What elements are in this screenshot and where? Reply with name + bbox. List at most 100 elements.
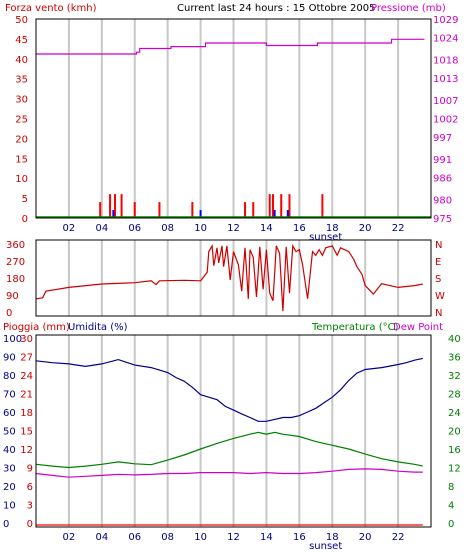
wind-bar <box>109 194 112 218</box>
humidity-tick-label: 3 <box>27 501 33 512</box>
direction-tick-label: 180 <box>6 274 25 285</box>
rain-scale-tick-label: 80 <box>3 371 16 382</box>
wind-tick-label: 30 <box>15 95 28 106</box>
humidity-tick-label: 30 <box>20 334 33 345</box>
x-tick-label: 22 <box>392 223 405 234</box>
pressure-tick-label: 991 <box>433 155 452 166</box>
wind-bar <box>120 194 123 218</box>
dewpoint-line <box>35 468 423 478</box>
rain-scale-tick-label: 100 <box>3 334 22 345</box>
pressure-tick-label: 980 <box>433 196 452 207</box>
temperature-tick-label: 36 <box>448 353 461 364</box>
temperature-tick-label: 12 <box>448 464 461 475</box>
rain-scale-tick-label: 0 <box>3 519 9 530</box>
rain-scale-tick-label: 90 <box>3 353 16 364</box>
x-tick-label: 14 <box>260 532 273 543</box>
direction-line <box>35 243 423 312</box>
rain-scale-tick-label: 50 <box>3 427 16 438</box>
wind-bar <box>114 194 116 218</box>
x-tick-label: 20 <box>359 223 372 234</box>
pressure-tick-label: 1024 <box>433 33 458 44</box>
rain-scale-tick-label: 20 <box>3 482 16 493</box>
humidity-tick-label: 27 <box>20 353 33 364</box>
wind-bar <box>252 202 255 218</box>
temperature-tick-label: 0 <box>448 519 454 530</box>
gust-bar <box>273 210 276 218</box>
wind-tick-label: 0 <box>22 214 28 225</box>
x-tick-label: 22 <box>392 532 405 543</box>
dewpoint-axis-title: Dew Point <box>393 322 443 333</box>
humidity-axis-title: Umidita (%) <box>68 322 128 333</box>
wind-axis-title: Forza vento (kmh) <box>5 3 97 14</box>
temperature-tick-label: 24 <box>448 408 461 419</box>
wind-panel-frame <box>35 18 432 219</box>
wind-bar <box>133 202 136 218</box>
x-tick-label: 18 <box>326 223 339 234</box>
compass-tick-label: N <box>435 308 442 319</box>
rain-scale-tick-label: 30 <box>3 464 16 475</box>
x-tick-label: 18 <box>326 532 339 543</box>
humidity-tick-label: 21 <box>20 390 33 401</box>
wind-bar <box>288 194 291 218</box>
direction-panel-frame <box>35 239 432 317</box>
direction-tick-label: 360 <box>6 240 25 251</box>
pressure-tick-label: 997 <box>433 133 452 144</box>
gust-bar <box>199 210 202 218</box>
pressure-tick-label: 1029 <box>433 15 458 26</box>
x-tick-label: 12 <box>227 532 240 543</box>
humidity-tick-label: 24 <box>20 371 33 382</box>
humidity-tick-label: 18 <box>20 408 33 419</box>
x-tick-label: 16 <box>293 532 306 543</box>
wind-tick-label: 15 <box>15 154 28 165</box>
temperature-tick-label: 40 <box>448 334 461 345</box>
x-tick-label: 02 <box>63 223 76 234</box>
temperature-axis-title: Temperatura (°C) <box>311 322 399 333</box>
compass-tick-label: W <box>435 291 445 302</box>
x-tick-label: 20 <box>359 532 372 543</box>
direction-tick-label: 90 <box>6 291 19 302</box>
pressure-tick-label: 1002 <box>433 115 458 126</box>
humidity-tick-label: 9 <box>27 464 33 475</box>
wind-bar <box>280 194 283 218</box>
x-tick-label: 14 <box>260 223 273 234</box>
rain-scale-tick-label: 40 <box>3 445 16 456</box>
wind-bar <box>321 194 324 218</box>
rain-scale-tick-label: 60 <box>3 408 16 419</box>
x-tick-label: 06 <box>128 223 141 234</box>
humidity-line <box>35 357 423 422</box>
pressure-tick-label: 975 <box>433 214 452 225</box>
pressure-tick-label: 1013 <box>433 74 458 85</box>
temperature-line <box>35 431 423 469</box>
temperature-tick-label: 8 <box>448 482 454 493</box>
temperature-tick-label: 28 <box>448 390 461 401</box>
x-tick-label: 04 <box>95 532 108 543</box>
temperature-tick-label: 32 <box>448 371 461 382</box>
x-tick-label: 04 <box>95 223 108 234</box>
pressure-tick-label: 1018 <box>433 56 458 67</box>
wind-bar <box>244 202 247 218</box>
pressure-axis-title: Pressione (mb) <box>371 3 446 14</box>
rain-scale-tick-label: 70 <box>3 390 16 401</box>
temperature-tick-label: 4 <box>448 501 454 512</box>
direction-tick-label: 0 <box>6 308 12 319</box>
wind-tick-label: 25 <box>15 115 28 126</box>
compass-tick-label: E <box>435 257 441 268</box>
wind-tick-label: 45 <box>15 35 28 46</box>
wind-pressure-panel: 0510152025303540455097598098699199710021… <box>15 15 458 243</box>
humidity-tick-label: 6 <box>27 482 33 493</box>
rain-axis-title: Pioggia (mm) <box>3 322 70 333</box>
compass-tick-label: N <box>435 240 442 251</box>
compass-tick-label: S <box>435 274 441 285</box>
x-tick-label: 12 <box>227 223 240 234</box>
temperature-humidity-panel: 0102030405060708090100036912151821242730… <box>3 334 461 552</box>
wind-bar <box>268 194 271 218</box>
temperature-panel-frame <box>35 334 432 528</box>
x-tick-label: 08 <box>161 532 174 543</box>
wind-tick-label: 10 <box>15 174 28 185</box>
wind-bar <box>191 202 194 218</box>
wind-tick-label: 40 <box>15 55 28 66</box>
x-tick-label: 10 <box>194 532 207 543</box>
pressure-line <box>36 38 425 55</box>
